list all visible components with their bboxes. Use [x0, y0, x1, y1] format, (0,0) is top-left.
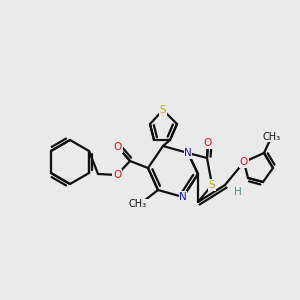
Text: H: H	[234, 187, 242, 197]
Text: O: O	[240, 157, 248, 167]
Text: O: O	[113, 170, 121, 180]
Text: CH₃: CH₃	[129, 199, 147, 209]
Text: S: S	[160, 105, 166, 115]
Text: O: O	[114, 142, 122, 152]
Text: S: S	[209, 180, 215, 190]
Text: N: N	[184, 148, 192, 158]
Text: O: O	[204, 138, 212, 148]
Text: CH₃: CH₃	[263, 132, 281, 142]
Text: N: N	[179, 192, 187, 202]
